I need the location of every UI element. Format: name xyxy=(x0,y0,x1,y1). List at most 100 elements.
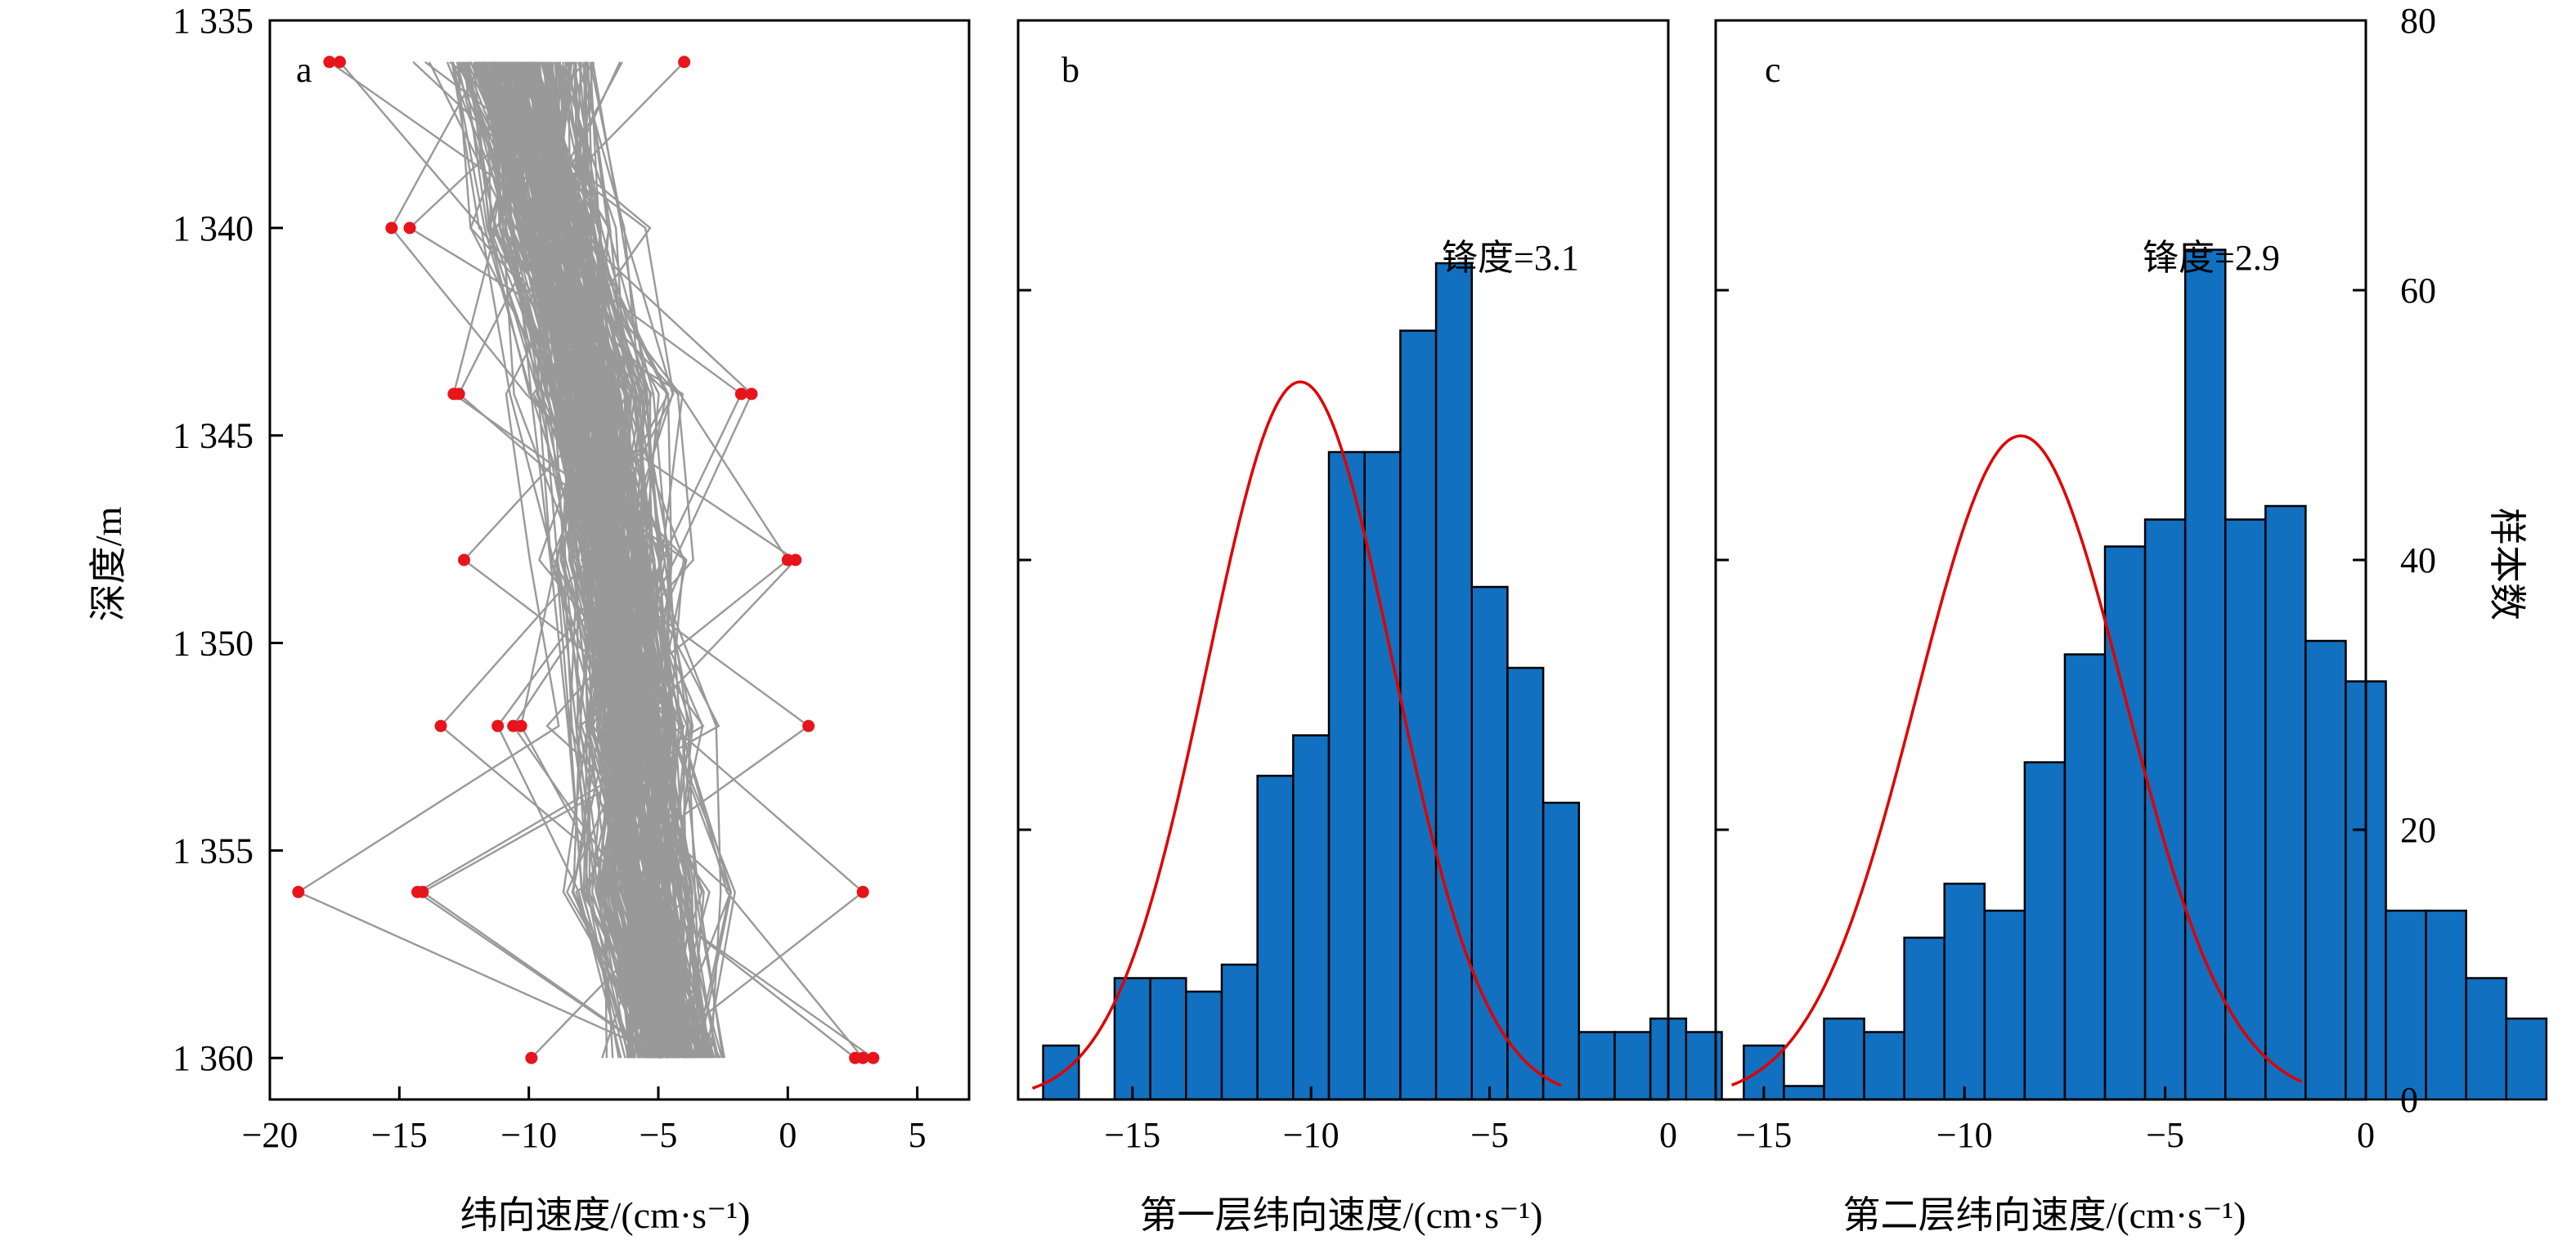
profile-line xyxy=(482,61,650,1059)
histogram-bar xyxy=(1149,977,1187,1101)
panel-a-x-title: 纬向速度/(cm·s⁻¹) xyxy=(460,1194,751,1236)
outlier-point xyxy=(452,387,465,401)
x-tick-label: −20 xyxy=(242,1115,298,1155)
outlier-point xyxy=(292,885,305,898)
outlier-points xyxy=(292,56,880,1064)
profile-line xyxy=(572,61,753,1059)
profile-line xyxy=(463,61,660,1059)
x-tick-label: −5 xyxy=(1470,1115,1509,1155)
x-tick-label: −15 xyxy=(1735,1115,1792,1155)
histogram-bar xyxy=(1399,329,1438,1101)
panel-c-y-axis: 0 20 40 60 80 xyxy=(1716,1,2436,1120)
y-tick-label: 60 xyxy=(2400,271,2436,311)
y-tick-label: 1 355 xyxy=(173,831,254,871)
histogram-bar xyxy=(1542,801,1581,1101)
outlier-point xyxy=(856,885,869,898)
x-tick-label: 0 xyxy=(1659,1115,1677,1155)
profile-line xyxy=(489,61,646,1059)
histogram-bars xyxy=(1042,262,1723,1101)
y-tick-label: 80 xyxy=(2400,1,2436,41)
histogram-bar xyxy=(1292,734,1331,1101)
x-tick-label: −15 xyxy=(371,1115,428,1155)
outlier-point xyxy=(416,885,429,898)
y-tick-label: 20 xyxy=(2400,810,2436,850)
profile-line xyxy=(469,61,856,1059)
histogram-bar xyxy=(1577,1031,1616,1101)
normal-fit-curve xyxy=(1031,380,1562,1090)
x-tick-label: 0 xyxy=(2357,1115,2375,1155)
y-tick-label: 1 345 xyxy=(173,416,254,456)
x-tick-label: −10 xyxy=(500,1115,557,1155)
histogram-bar xyxy=(1470,585,1509,1101)
profile-line xyxy=(452,61,687,1059)
histogram-bar xyxy=(1220,963,1259,1101)
histogram-bar xyxy=(2103,545,2147,1101)
x-tick-label: −15 xyxy=(1104,1115,1160,1155)
panel-c-x-axis: −15 −10 −5 0 xyxy=(1735,1086,2375,1155)
histogram-bar xyxy=(2183,249,2227,1101)
x-tick-label: −5 xyxy=(2146,1115,2184,1155)
x-tick-label: 5 xyxy=(909,1115,927,1155)
histogram-bar xyxy=(1506,666,1545,1101)
histogram-bar xyxy=(1363,450,1402,1101)
profile-line xyxy=(529,61,673,1059)
outlier-point xyxy=(867,1051,880,1064)
y-tick-label: 0 xyxy=(2400,1080,2418,1120)
profile-line xyxy=(528,61,710,1059)
histogram-bar xyxy=(2023,761,2067,1101)
histogram-bar xyxy=(2304,639,2347,1101)
profile-line xyxy=(520,60,732,1059)
panel-c-right-y-title: 样本数 xyxy=(2486,508,2528,620)
outlier-point xyxy=(458,553,470,567)
panel-c-letter: c xyxy=(1765,50,1781,90)
histogram-bar xyxy=(1434,262,1474,1101)
normal-fit-curve xyxy=(1730,434,2303,1087)
outlier-point xyxy=(856,1051,869,1064)
profile-line xyxy=(496,61,664,1059)
histogram-bar xyxy=(1903,936,1945,1101)
panel-b-letter: b xyxy=(1061,50,1079,90)
histogram-bar xyxy=(1823,1017,1865,1101)
profile-lines xyxy=(296,60,874,1059)
histogram-bar xyxy=(1863,1031,1905,1101)
panel-c-x-title: 第二层纬向速度/(cm·s⁻¹) xyxy=(1843,1194,2246,1236)
outlier-point xyxy=(334,56,346,69)
profile-line xyxy=(459,61,743,1059)
profile-line xyxy=(524,61,702,1059)
y-tick-label: 1 340 xyxy=(173,208,254,249)
panel-a-x-axis: −20 −15 −10 −5 0 5 xyxy=(242,1086,927,1155)
histogram-bar xyxy=(2143,518,2187,1101)
profile-line xyxy=(487,61,864,1059)
histogram-bar xyxy=(1613,1031,1652,1101)
y-tick-label: 1 360 xyxy=(173,1038,254,1078)
profile-line xyxy=(457,61,722,1059)
profile-line xyxy=(424,60,675,1059)
panel-b: −15 −10 −5 0 b 锋度=3.1 第一层纬向速度/(cm·s⁻¹) xyxy=(1016,19,1723,1236)
panel-a-letter: a xyxy=(296,50,312,90)
histogram-bar xyxy=(1185,990,1223,1101)
histogram-bars xyxy=(1743,249,2548,1101)
profile-line xyxy=(449,60,693,1059)
profile-line xyxy=(478,61,656,1059)
histogram-bar xyxy=(1327,450,1366,1101)
profile-line xyxy=(488,61,874,1059)
histogram-bar xyxy=(2385,909,2427,1101)
x-tick-label: −5 xyxy=(640,1115,678,1155)
panel-a-y-axis: 1 335 1 340 1 345 1 350 1 355 1 360 xyxy=(173,1,283,1078)
outlier-point xyxy=(434,719,447,732)
histogram-bar xyxy=(2224,518,2267,1101)
x-tick-label: −10 xyxy=(1283,1115,1340,1155)
profile-line xyxy=(496,61,674,1059)
histogram-bar xyxy=(1783,1085,1825,1101)
outlier-point xyxy=(525,1051,538,1064)
outlier-point xyxy=(734,387,747,401)
panel-b-x-title: 第一层纬向速度/(cm·s⁻¹) xyxy=(1140,1194,1543,1236)
outlier-point xyxy=(514,719,527,732)
panel-c: −15 −10 −5 0 0 20 40 60 80 c 锋度=2.9 第二层纬向速度/(cm… xyxy=(1714,1,2548,1236)
y-tick-label: 40 xyxy=(2400,540,2436,580)
panel-b-y-ticks xyxy=(1018,289,1031,831)
histogram-bar xyxy=(1943,882,1986,1101)
profile-line xyxy=(498,61,810,1059)
histogram-bar xyxy=(2264,504,2307,1101)
